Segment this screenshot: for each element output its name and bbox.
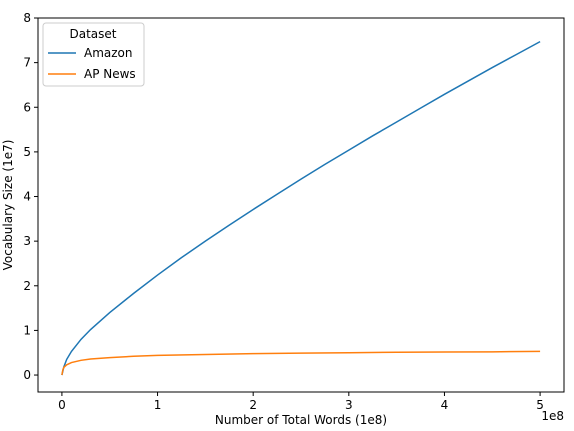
y-tick-label: 1 <box>23 323 31 337</box>
x-tick-label: 5 <box>536 398 544 412</box>
x-axis-label: Number of Total Words (1e8) <box>215 413 387 427</box>
legend: Dataset Amazon AP News <box>42 22 145 87</box>
x-tick-label: 4 <box>441 398 449 412</box>
x-axis-ticks: 0 1 2 3 4 5 <box>58 392 544 412</box>
legend-label-amazon: Amazon <box>84 46 133 60</box>
x-tick-label: 0 <box>58 398 66 412</box>
y-axis-label: Vocabulary Size (1e7) <box>1 140 15 271</box>
x-tick-label: 3 <box>345 398 353 412</box>
series-layer <box>61 40 541 376</box>
x-tick-label: 1 <box>154 398 162 412</box>
legend-box <box>42 22 145 87</box>
series-line-amazon <box>61 40 541 376</box>
y-tick-label: 3 <box>23 234 31 248</box>
y-tick-label: 7 <box>23 56 31 70</box>
y-tick-label: 8 <box>23 11 31 25</box>
series-line-ap-news <box>61 350 541 376</box>
plot-frame <box>37 17 565 393</box>
legend-label-ap-news: AP News <box>84 67 136 81</box>
x-tick-label: 2 <box>249 398 257 412</box>
legend-title: Dataset <box>70 27 117 41</box>
y-tick-label: 5 <box>23 145 31 159</box>
y-tick-label: 0 <box>23 368 31 382</box>
y-tick-label: 6 <box>23 100 31 114</box>
y-axis-ticks: 0 1 2 3 4 5 6 7 8 <box>23 11 38 382</box>
y-tick-label: 2 <box>23 279 31 293</box>
x-offset-text: 1e8 <box>541 409 564 423</box>
y-tick-label: 4 <box>23 190 31 204</box>
